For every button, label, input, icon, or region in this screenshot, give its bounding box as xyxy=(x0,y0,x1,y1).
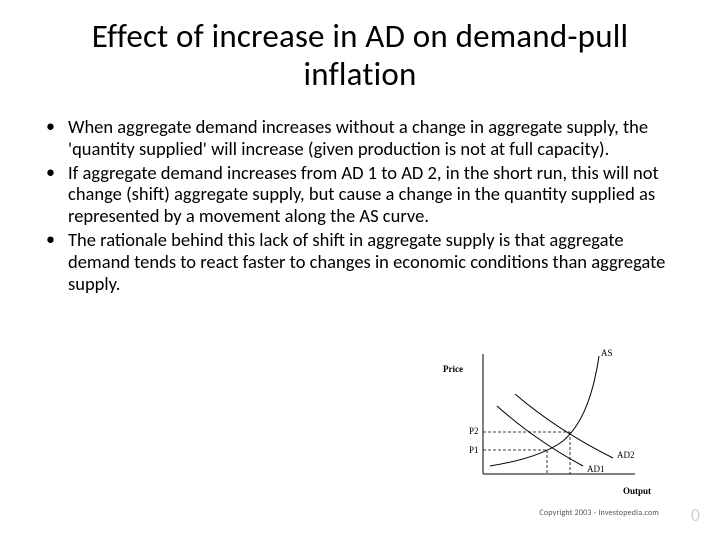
ad-as-diagram: Price Output AS AD2 AD1 P2 P1 Copyright … xyxy=(435,346,665,518)
y-axis-label: Price xyxy=(443,364,463,374)
copyright-text: Copyright 2003 - Investopedia.com xyxy=(435,508,665,518)
page-number: 0 xyxy=(691,504,700,526)
slide-title: Effect of increase in AD on demand-pull … xyxy=(40,18,680,94)
bullet-item: When aggregate demand increases without … xyxy=(68,116,680,160)
bullet-item: If aggregate demand increases from AD 1 … xyxy=(68,162,680,227)
ad2-label: AD2 xyxy=(617,450,635,460)
bullet-list: When aggregate demand increases without … xyxy=(40,116,680,295)
p1-label: P1 xyxy=(469,445,479,455)
as-label: AS xyxy=(601,348,613,358)
slide-container: Effect of increase in AD on demand-pull … xyxy=(0,0,720,295)
bullet-item: The rationale behind this lack of shift … xyxy=(68,229,680,294)
ad1-label: AD1 xyxy=(587,464,605,474)
p2-label: P2 xyxy=(469,426,479,436)
chart-svg: Price Output AS AD2 AD1 P2 P1 xyxy=(435,346,665,501)
as-curve xyxy=(490,356,599,466)
ad2-curve xyxy=(515,394,613,458)
x-axis-label: Output xyxy=(623,486,651,496)
